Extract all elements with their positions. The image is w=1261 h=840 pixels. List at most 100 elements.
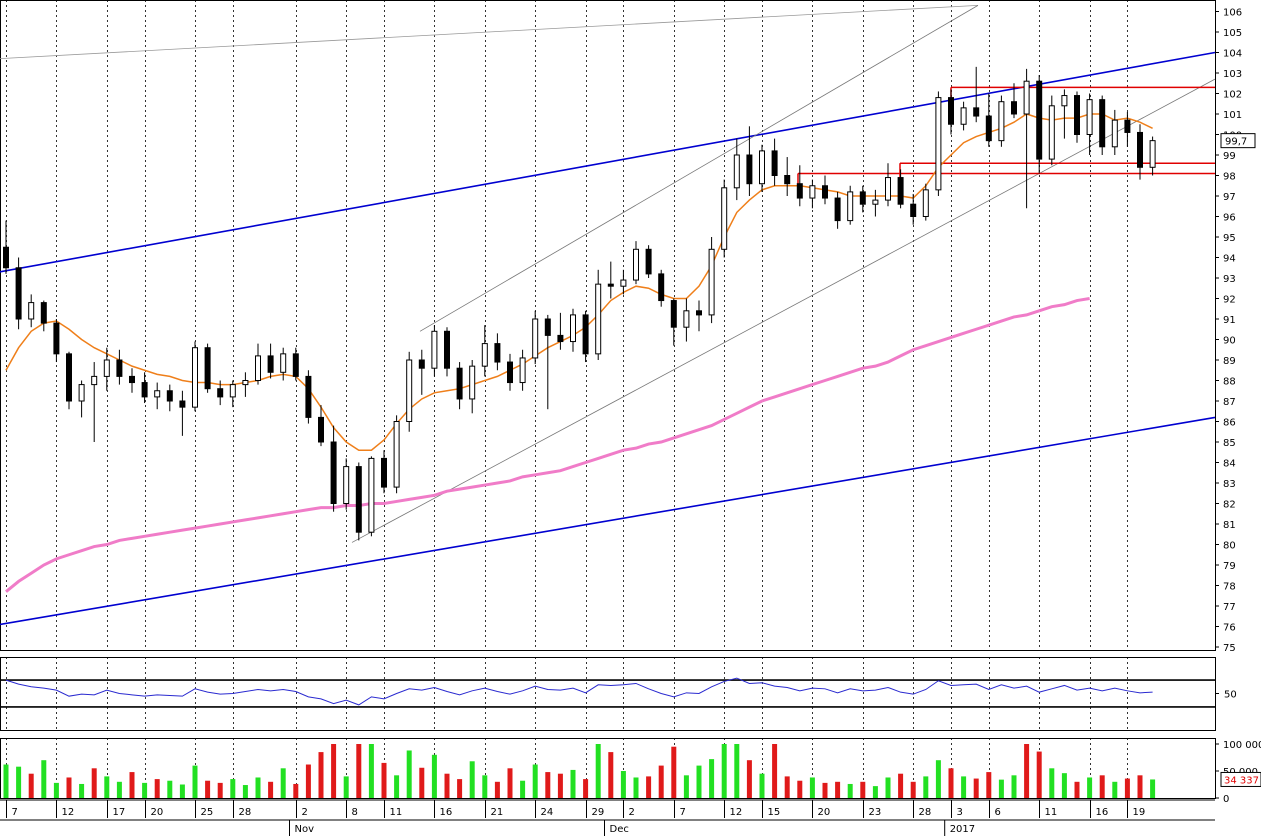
candle-body [974, 108, 979, 116]
date-tick-label: 8 [352, 807, 358, 818]
candle-body [860, 192, 865, 204]
candle-body [1075, 96, 1080, 135]
candle-body [722, 188, 727, 250]
candle-body [382, 458, 387, 487]
candle-body [621, 280, 626, 286]
candle-body [734, 155, 739, 188]
volume-bar [886, 777, 891, 798]
volume-bar [646, 776, 651, 798]
candle-body [634, 249, 639, 280]
candle-body [848, 192, 853, 221]
date-tick-label: 2 [629, 807, 635, 818]
date-tick-label: 2 [302, 807, 308, 818]
volume-bar [923, 776, 928, 798]
rsi-panel: 50 [0, 678, 1237, 707]
volume-bar [29, 774, 34, 798]
date-tick-label: 21 [491, 807, 504, 818]
volume-bar [356, 744, 361, 798]
price-tick-label: 87 [1223, 397, 1236, 408]
price-tick-label: 95 [1223, 233, 1236, 244]
volume-bar [835, 782, 840, 798]
volume-bar [936, 760, 941, 798]
volume-bar [281, 768, 286, 798]
candlesticks [4, 67, 1156, 541]
candle-body [268, 356, 273, 372]
candle-body [54, 323, 59, 354]
volume-bar [508, 768, 513, 798]
candle-body [545, 319, 550, 335]
candle-body [886, 178, 891, 201]
candle-body [898, 178, 903, 205]
volume-bar [533, 765, 538, 798]
last-price-label: 99,7 [1225, 137, 1247, 148]
candle-body [772, 151, 777, 176]
candle-body [608, 284, 613, 286]
volume-bar [4, 765, 9, 798]
volume-bar [873, 786, 878, 798]
date-tick-label: 20 [151, 807, 164, 818]
volume-bar [256, 777, 261, 798]
volume-bar [722, 744, 727, 798]
candle-body [747, 155, 752, 184]
price-tick-label: 80 [1223, 541, 1236, 552]
price-tick-label: 84 [1223, 459, 1236, 470]
volume-bar [1024, 744, 1029, 798]
volume-bar [41, 760, 46, 798]
candle-body [319, 417, 324, 442]
moving-averages [6, 114, 1153, 592]
volume-bar [697, 766, 702, 798]
candle-body [797, 184, 802, 198]
volume-bar [671, 747, 676, 798]
candle-body [1150, 141, 1155, 168]
candle-body [193, 348, 198, 407]
volume-bar [1150, 779, 1155, 798]
candle-body [155, 391, 160, 397]
volume-bar [1125, 779, 1130, 798]
candle-body [331, 442, 336, 504]
price-tick-label: 76 [1223, 623, 1236, 634]
last-volume-label: 34 337 [1224, 775, 1259, 786]
candle-body [445, 331, 450, 368]
candle-body [936, 98, 941, 190]
price-tick-label: 99 [1223, 151, 1236, 162]
candle-body [571, 315, 576, 342]
volume-bar [1062, 773, 1067, 798]
price-tick-label: 90 [1223, 336, 1236, 347]
candle-body [92, 376, 97, 384]
candle-body [520, 358, 525, 383]
price-tick-label: 93 [1223, 274, 1236, 285]
volume-bar [621, 771, 626, 798]
candle-body [67, 354, 72, 401]
candle-body [356, 467, 361, 533]
candle-body [986, 116, 991, 141]
date-tick-label: 16 [440, 807, 453, 818]
candle-body [218, 389, 223, 397]
candle-body [41, 303, 46, 324]
volume-bar [797, 781, 802, 798]
volume-bar [772, 744, 777, 798]
date-tick-label: 12 [62, 807, 75, 818]
volume-bar [999, 780, 1004, 798]
candle-body [482, 344, 487, 367]
volume-bar [419, 768, 424, 798]
candle-body [344, 467, 349, 504]
price-tick-label: 91 [1223, 315, 1236, 326]
volume-bar [495, 782, 500, 798]
candle-body [1100, 100, 1105, 147]
volume-bar [1112, 782, 1117, 798]
volume-bar [470, 761, 475, 798]
candle-body [923, 190, 928, 217]
candle-body [79, 385, 84, 401]
price-tick-label: 89 [1223, 356, 1236, 367]
date-tick-label: 25 [201, 807, 214, 818]
candle-body [281, 354, 286, 372]
candle-body [709, 249, 714, 315]
candle-body [1012, 102, 1017, 114]
month-label: Dec [610, 824, 629, 835]
volume-bar [545, 772, 550, 798]
volume-bar [785, 776, 790, 798]
volume-bar [684, 775, 689, 798]
date-tick-label: 7 [12, 807, 18, 818]
candle-body [1138, 132, 1143, 167]
